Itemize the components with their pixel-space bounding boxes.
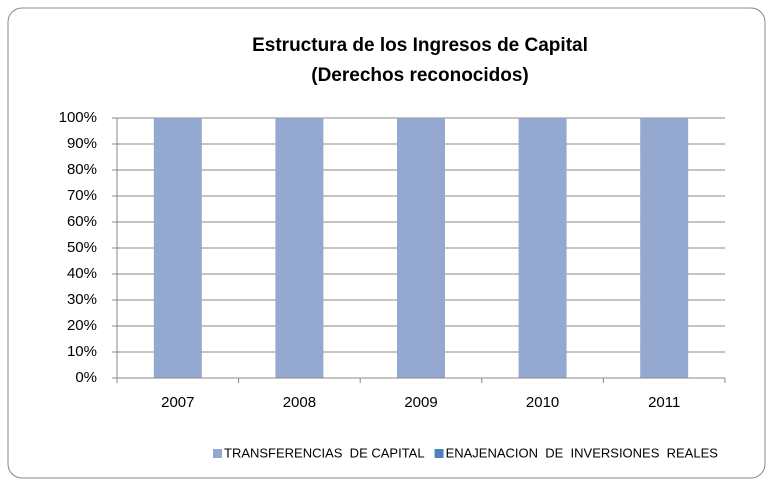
x-tick-label: 2011 — [648, 394, 680, 411]
y-tick-label: 50% — [67, 239, 97, 256]
bar-segment — [397, 118, 445, 378]
chart-subtitle: (Derechos reconocidos) — [311, 65, 529, 86]
x-tick-label: 2009 — [404, 394, 437, 411]
bar-segment — [153, 118, 202, 378]
bar-segment — [640, 118, 689, 378]
legend-label: ENAJENACION DE INVERSIONES REALES — [446, 445, 719, 460]
y-tick-label: 20% — [67, 317, 97, 334]
y-tick-label: 60% — [67, 213, 97, 230]
x-tick-label: 2008 — [283, 394, 316, 411]
legend-label: TRANSFERENCIAS DE CAPITAL — [224, 445, 425, 460]
y-tick-label: 40% — [67, 265, 97, 282]
y-tick-label: 30% — [67, 291, 97, 308]
bar-segment — [275, 118, 324, 378]
y-tick-label: 80% — [67, 161, 97, 178]
chart-title: Estructura de los Ingresos de Capital — [252, 35, 588, 56]
legend-swatch — [213, 449, 222, 458]
y-tick-label: 70% — [67, 187, 97, 204]
bar-segment — [518, 118, 567, 378]
legend-swatch — [434, 449, 444, 458]
x-tick-label: 2010 — [526, 394, 559, 411]
y-tick-label: 100% — [59, 109, 97, 126]
y-tick-label: 0% — [75, 369, 97, 386]
x-tick-label: 2007 — [161, 394, 194, 411]
y-tick-label: 90% — [67, 135, 97, 152]
y-tick-label: 10% — [67, 343, 97, 360]
